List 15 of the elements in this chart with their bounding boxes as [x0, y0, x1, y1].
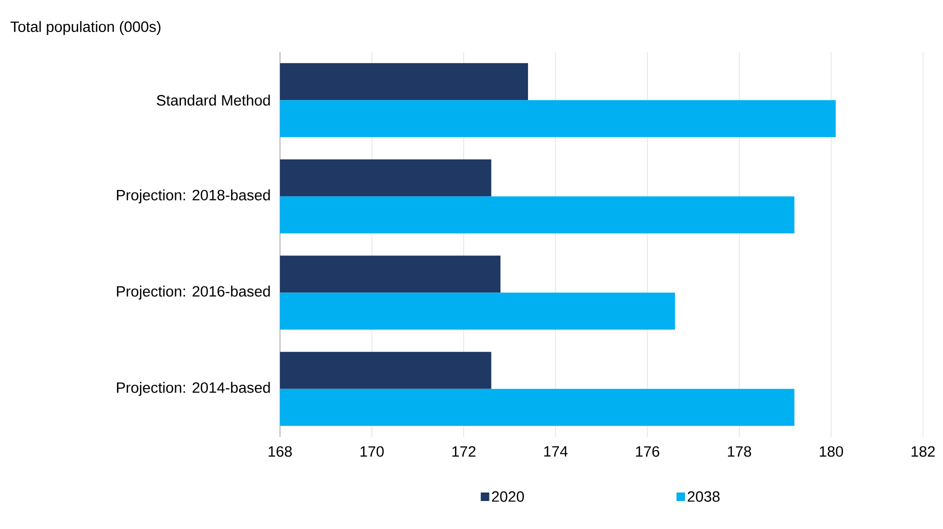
- text: Total population (000s): [10, 21, 160, 35]
- y-tick-label: Projection: 2018-based: [116, 189, 270, 204]
- x-tick-label: 182: [912, 446, 935, 457]
- y-tick-label: Standard Method: [156, 94, 270, 106]
- x-tick-label: 170: [360, 446, 384, 457]
- x-tick-label: 172: [452, 446, 476, 457]
- y-tick-label: Projection: 2014-based: [116, 382, 270, 396]
- x-tick-label: 180: [820, 446, 844, 457]
- legend-label: 2020: [492, 491, 524, 502]
- legend-label: 2038: [688, 491, 720, 502]
- x-tick-label: 168: [268, 446, 292, 457]
- x-tick-label: 176: [636, 446, 660, 457]
- y-tick-label: Projection: 2016-based: [116, 286, 270, 300]
- x-tick-label: 174: [544, 446, 568, 456]
- x-tick-label: 178: [728, 446, 752, 457]
